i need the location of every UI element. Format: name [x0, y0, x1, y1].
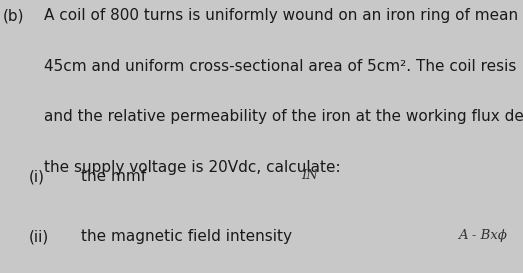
- Text: (b): (b): [3, 8, 24, 23]
- Text: A coil of 800 turns is uniformly wound on an iron ring of mean: A coil of 800 turns is uniformly wound o…: [44, 8, 519, 23]
- Text: the mmf: the mmf: [81, 169, 146, 184]
- Text: IN: IN: [301, 169, 317, 182]
- Text: the magnetic field intensity: the magnetic field intensity: [81, 229, 292, 244]
- Text: and the relative permeability of the iron at the working flux de: and the relative permeability of the iro…: [44, 109, 523, 124]
- Text: the supply voltage is 20Vdc, calculate:: the supply voltage is 20Vdc, calculate:: [44, 160, 341, 175]
- Text: (ii): (ii): [29, 229, 49, 244]
- Text: 45cm and uniform cross-sectional area of 5cm². The coil resis: 45cm and uniform cross-sectional area of…: [44, 59, 517, 74]
- Text: A - Bxϕ: A - Bxϕ: [458, 229, 506, 242]
- Text: (i): (i): [29, 169, 45, 184]
